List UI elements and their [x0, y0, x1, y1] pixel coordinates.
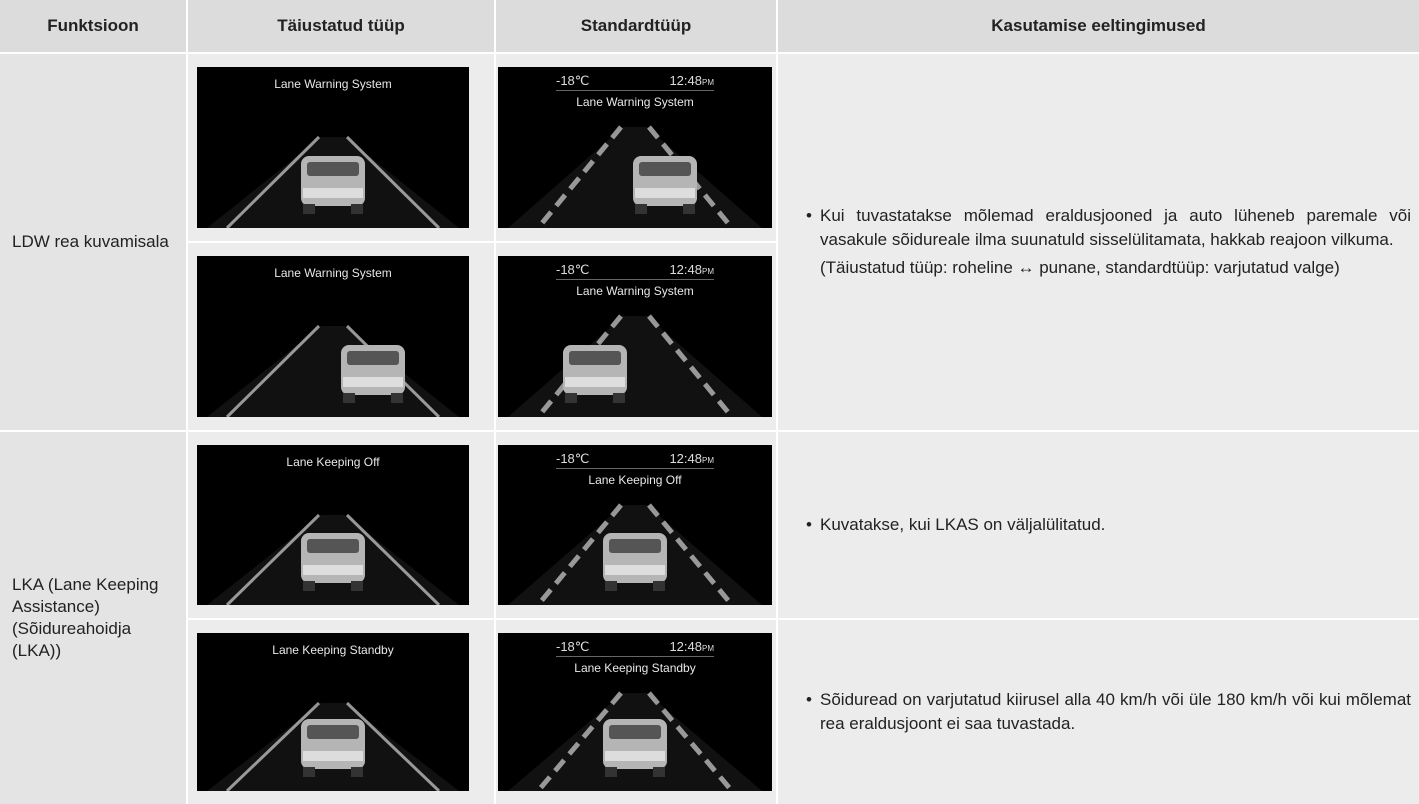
display-graphic: [207, 135, 459, 228]
advanced-display: Lane Warning System: [197, 67, 469, 228]
advanced-cell: Lane Keeping Off: [188, 432, 494, 618]
condition-bullet: Kuvatakse, kui LKAS on väljalülitatud.: [806, 513, 1411, 537]
display-label: Lane Keeping Standby: [272, 643, 394, 657]
display-label: Lane Warning System: [274, 266, 392, 280]
condition-bullet: Sõiduread on varjutatud kiirusel alla 40…: [806, 688, 1411, 736]
advanced-cell: Lane Warning System: [188, 54, 494, 241]
advanced-cell: Lane Keeping Standby: [188, 620, 494, 804]
advanced-cell: Lane Warning System: [188, 243, 494, 430]
time-suffix: PM: [702, 267, 714, 276]
condition-cell: Kuvatakse, kui LKAS on väljalülitatud.: [778, 432, 1419, 618]
display-label: Lane Keeping Off: [588, 473, 682, 487]
time: 12:48: [669, 639, 702, 654]
clock: 12:48PM: [669, 73, 714, 89]
time: 12:48: [669, 73, 702, 88]
time-suffix: PM: [702, 456, 714, 465]
function-cell: LDW rea kuvamisala: [0, 54, 186, 430]
function-cell: LKA (Lane Keeping Assistance) (Sõidureah…: [0, 432, 186, 804]
display-label: Lane Warning System: [274, 77, 392, 91]
display-graphic: [207, 513, 459, 605]
display-label: Lane Warning System: [576, 284, 694, 298]
status-bar: -18℃ 12:48PM: [556, 639, 714, 657]
time: 12:48: [669, 262, 702, 277]
standard-display: -18℃ 12:48PM Lane Warning System: [498, 67, 772, 228]
standard-cell: -18℃ 12:48PM Lane Keeping Standby: [496, 620, 776, 804]
display-label: Lane Keeping Off: [286, 455, 380, 469]
temperature: -18℃: [556, 73, 590, 88]
display-graphic: [508, 503, 762, 605]
clock: 12:48PM: [669, 262, 714, 278]
display-graphic: [207, 324, 459, 417]
time-suffix: PM: [702, 78, 714, 87]
temperature: -18℃: [556, 639, 590, 654]
standard-display: -18℃ 12:48PM Lane Keeping Off: [498, 445, 772, 605]
time-suffix: PM: [702, 644, 714, 653]
condition-note: (Täiustatud tüüp: roheline ↔ punane, sta…: [820, 258, 1340, 277]
header-cell: Standardtüüp: [496, 0, 776, 52]
standard-display: -18℃ 12:48PM Lane Warning System: [498, 256, 772, 417]
condition-cell: Sõiduread on varjutatud kiirusel alla 40…: [778, 620, 1419, 804]
status-bar: -18℃ 12:48PM: [556, 451, 714, 469]
condition-bullet: Kui tuvastatakse mõlemad eraldusjooned j…: [806, 204, 1411, 252]
header-cell: Funktsioon: [0, 0, 186, 52]
clock: 12:48PM: [669, 639, 714, 655]
clock: 12:48PM: [669, 451, 714, 467]
temperature: -18℃: [556, 451, 590, 466]
standard-display: -18℃ 12:48PM Lane Keeping Standby: [498, 633, 772, 791]
header-cell: Täiustatud tüüp: [188, 0, 494, 52]
condition-cell: Kui tuvastatakse mõlemad eraldusjooned j…: [778, 54, 1419, 430]
advanced-display: Lane Keeping Off: [197, 445, 469, 605]
display-graphic: [207, 701, 459, 791]
header-cell: Kasutamise eeltingimused: [778, 0, 1419, 52]
display-label: Lane Warning System: [576, 95, 694, 109]
status-bar: -18℃ 12:48PM: [556, 262, 714, 280]
standard-cell: -18℃ 12:48PM Lane Keeping Off: [496, 432, 776, 618]
status-bar: -18℃ 12:48PM: [556, 73, 714, 91]
display-graphic: [508, 125, 762, 228]
standard-cell: -18℃ 12:48PM Lane Warning System: [496, 243, 776, 430]
display-label: Lane Keeping Standby: [574, 661, 696, 675]
advanced-display: Lane Warning System: [197, 256, 469, 417]
standard-cell: -18℃ 12:48PM Lane Warning System: [496, 54, 776, 241]
time: 12:48: [669, 451, 702, 466]
advanced-display: Lane Keeping Standby: [197, 633, 469, 791]
display-graphic: [508, 314, 762, 417]
display-graphic: [508, 691, 762, 791]
temperature: -18℃: [556, 262, 590, 277]
